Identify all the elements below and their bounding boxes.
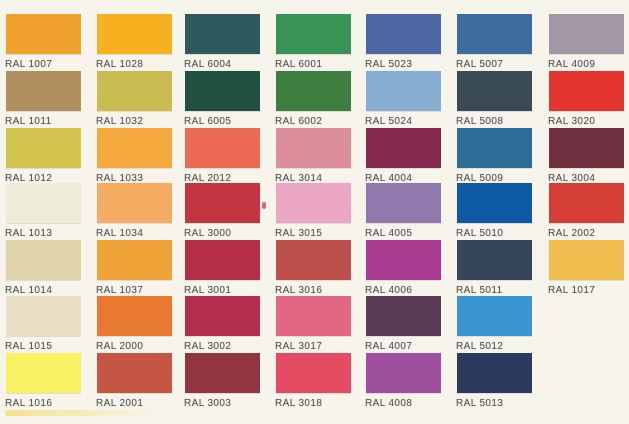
color-swatch — [366, 296, 441, 336]
swatch-label: RAL 3014 — [275, 173, 323, 184]
swatch-label: RAL 3002 — [184, 341, 232, 352]
swatch-label: RAL 3004 — [548, 173, 596, 184]
color-swatch — [276, 128, 351, 168]
color-swatch — [185, 353, 260, 393]
color-swatch — [457, 14, 532, 54]
swatch-label: RAL 5012 — [456, 341, 504, 352]
swatch-label: RAL 1015 — [5, 341, 53, 352]
color-swatch — [366, 128, 441, 168]
swatch-label: RAL 5011 — [456, 285, 503, 296]
color-swatch — [185, 183, 260, 223]
scan-artifact-strip — [5, 410, 160, 416]
swatch-label: RAL 5009 — [456, 173, 504, 184]
color-swatch — [276, 183, 351, 223]
swatch-label: RAL 3018 — [275, 398, 323, 409]
swatch-label: RAL 5024 — [365, 116, 413, 127]
color-swatch — [276, 353, 351, 393]
scan-artifact-speck — [262, 202, 266, 209]
color-swatch — [457, 128, 532, 168]
color-swatch — [6, 240, 81, 280]
color-swatch — [6, 128, 81, 168]
swatch-label: RAL 1028 — [96, 59, 144, 70]
color-swatch — [457, 296, 532, 336]
swatch-label: RAL 4008 — [365, 398, 413, 409]
swatch-label: RAL 4006 — [365, 285, 413, 296]
color-swatch — [276, 14, 351, 54]
swatch-label: RAL 1037 — [96, 285, 144, 296]
swatch-label: RAL 3016 — [275, 285, 323, 296]
swatch-label: RAL 5023 — [365, 59, 413, 70]
color-swatch — [457, 240, 532, 280]
color-swatch — [97, 128, 172, 168]
swatch-label: RAL 2012 — [184, 173, 232, 184]
swatch-label: RAL 6004 — [184, 59, 232, 70]
color-swatch — [366, 183, 441, 223]
color-swatch — [185, 240, 260, 280]
swatch-label: RAL 3000 — [184, 228, 232, 239]
swatch-label: RAL 5013 — [456, 398, 504, 409]
color-swatch — [366, 14, 441, 54]
color-swatch — [549, 128, 624, 168]
swatch-label: RAL 5007 — [456, 59, 504, 70]
color-swatch — [457, 183, 532, 223]
color-swatch — [185, 71, 260, 111]
color-swatch — [185, 14, 260, 54]
color-swatch — [6, 183, 81, 223]
color-swatch — [6, 296, 81, 336]
color-swatch — [185, 296, 260, 336]
color-swatch — [97, 14, 172, 54]
swatch-label: RAL 3017 — [275, 341, 323, 352]
color-swatch — [457, 71, 532, 111]
swatch-label: RAL 6001 — [275, 59, 323, 70]
color-swatch — [366, 71, 441, 111]
color-swatch — [97, 71, 172, 111]
swatch-label: RAL 1014 — [5, 285, 53, 296]
swatch-label: RAL 4007 — [365, 341, 413, 352]
color-swatch — [549, 183, 624, 223]
swatch-label: RAL 4004 — [365, 173, 413, 184]
swatch-label: RAL 6002 — [275, 116, 323, 127]
swatch-label: RAL 2002 — [548, 228, 596, 239]
color-swatch — [276, 296, 351, 336]
swatch-label: RAL 1013 — [5, 228, 53, 239]
swatch-label: RAL 2001 — [96, 398, 144, 409]
color-swatch — [366, 353, 441, 393]
color-swatch — [549, 240, 624, 280]
swatch-label: RAL 1032 — [96, 116, 144, 127]
swatch-label: RAL 3003 — [184, 398, 232, 409]
swatch-label: RAL 2000 — [96, 341, 144, 352]
swatch-label: RAL 1016 — [5, 398, 53, 409]
color-swatch — [457, 353, 532, 393]
color-swatch — [97, 353, 172, 393]
swatch-label: RAL 1033 — [96, 173, 144, 184]
swatch-label: RAL 3015 — [275, 228, 323, 239]
swatch-label: RAL 4005 — [365, 228, 413, 239]
swatch-label: RAL 6005 — [184, 116, 232, 127]
color-swatch — [549, 71, 624, 111]
color-swatch — [185, 128, 260, 168]
swatch-label: RAL 3020 — [548, 116, 596, 127]
color-swatch — [6, 14, 81, 54]
color-swatch — [97, 296, 172, 336]
color-swatch — [97, 183, 172, 223]
color-swatch — [366, 240, 441, 280]
swatch-label: RAL 1017 — [548, 285, 596, 296]
swatch-label: RAL 1011 — [5, 116, 52, 127]
color-swatch — [6, 353, 81, 393]
color-swatch — [97, 240, 172, 280]
swatch-label: RAL 4009 — [548, 59, 596, 70]
color-swatch — [549, 14, 624, 54]
swatch-label: RAL 5008 — [456, 116, 504, 127]
color-swatch — [6, 71, 81, 111]
swatch-label: RAL 1012 — [5, 173, 53, 184]
swatch-label: RAL 3001 — [184, 285, 232, 296]
swatch-label: RAL 5010 — [456, 228, 504, 239]
swatch-label: RAL 1007 — [5, 59, 53, 70]
color-swatch — [276, 240, 351, 280]
color-swatch — [276, 71, 351, 111]
swatch-label: RAL 1034 — [96, 228, 144, 239]
